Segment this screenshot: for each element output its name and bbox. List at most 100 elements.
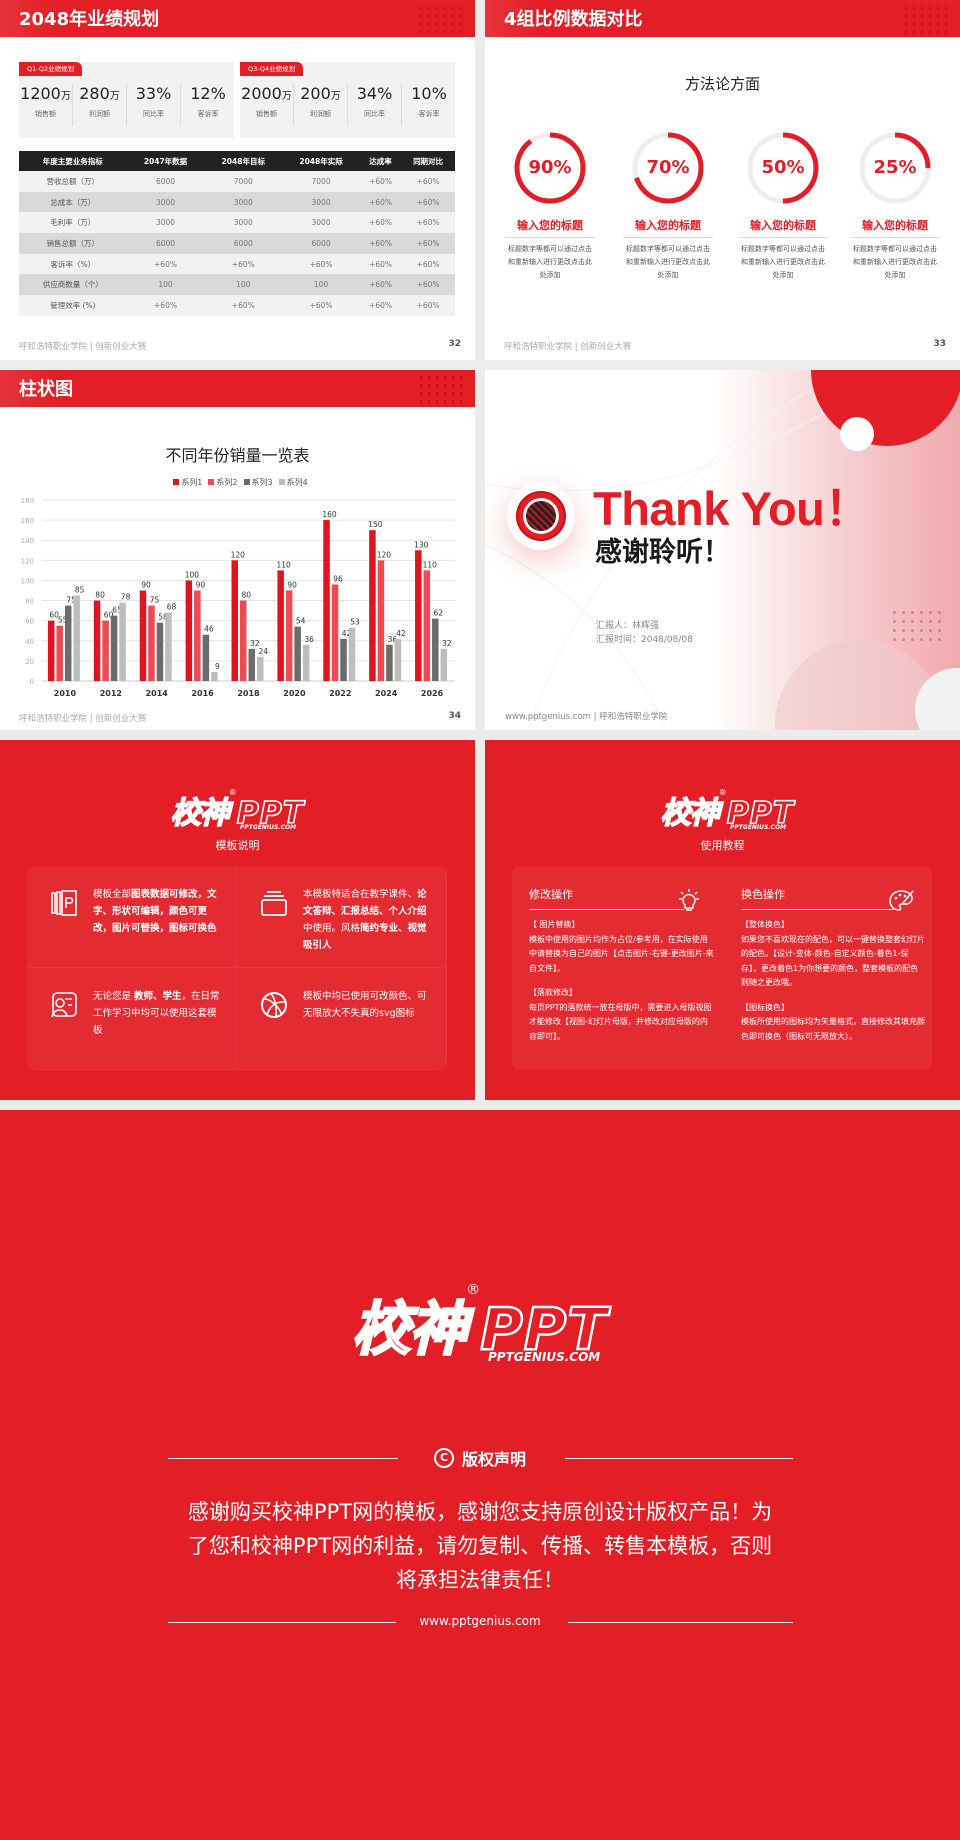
table-cell: 100 [126, 274, 205, 296]
bar [423, 570, 431, 681]
table-cell: +60% [401, 274, 455, 296]
bar [340, 638, 347, 681]
percent-label: 90% [528, 157, 572, 178]
column-heading: 修改操作 [529, 888, 573, 901]
kpi-item: 200万 利润额 [294, 84, 348, 126]
text: 无论您是 [93, 991, 135, 1002]
y-tick-label: 80 [25, 598, 34, 606]
bar [240, 600, 247, 681]
kpi-item: 10% 客诉率 [402, 84, 456, 126]
data-label: 53 [350, 618, 360, 627]
block-text: 如果您不喜欢现在的配色，可以一键替换整套幻灯片的配色。【设计-变体-颜色-自定义… [741, 934, 925, 988]
text: ，在日常工作学习中均可以使用这套模板 [93, 991, 220, 1036]
item-title: 输入您的标题 [623, 217, 713, 238]
y-tick-label: 60 [25, 618, 34, 626]
data-label: 42 [342, 629, 352, 638]
kpi-value: 10% [402, 84, 456, 103]
table-cell: 总成本（万） [19, 191, 127, 213]
y-tick-label: 180 [21, 497, 34, 505]
data-label: 120 [377, 550, 392, 559]
y-tick-label: 100 [21, 577, 34, 585]
kpi-unit: 万 [60, 91, 71, 102]
divider [741, 909, 896, 910]
column-header: 2047年数据 [126, 151, 205, 171]
tutorial-column: 修改操作【 图片替换】 模板中使用的图片均作为占位/参考用，在实际使用中请替换为自… [512, 866, 722, 1070]
column-header: 年度主要业务指标 [19, 151, 127, 171]
table-row: 总成本（万） 3000 3000 3000 +60% +60% [19, 191, 455, 213]
table-cell: +60% [401, 191, 455, 213]
kpi-item: 280万 利润额 [73, 84, 127, 126]
table-cell: 7000 [204, 171, 283, 192]
block-text: 模板所使用的图标均为矢量格式，直接修改其填充颜色即可换色（图标可无限放大）。 [741, 1017, 925, 1041]
page-number: 32 [448, 339, 461, 349]
bar [377, 560, 385, 681]
bar [248, 648, 255, 681]
copyright-line: 将承担法律责任！ [396, 1568, 564, 1592]
data-label: 150 [368, 520, 383, 529]
table-cell: +60% [282, 253, 360, 275]
data-label: 46 [204, 625, 214, 634]
table-cell: +60% [359, 253, 402, 275]
block-heading: 【图标换色】 [741, 1002, 789, 1012]
info-text: 模板中均已使用可改颜色、可无限放大不失真的svg图标 [303, 988, 431, 1022]
data-label: 80 [95, 591, 105, 600]
y-tick-label: 160 [21, 517, 34, 525]
copyright-line: 了您和校神PPT网的利益，请勿复制、传播、转售本模板，否则 [187, 1534, 773, 1558]
lightbulb-icon [676, 888, 702, 914]
bold-text: 简约专业、视觉吸引人 [303, 923, 427, 951]
slide-header: 4组比例数据对比 [485, 0, 960, 37]
table-cell: 客诉率（%） [19, 253, 127, 275]
data-label: 60 [49, 611, 59, 620]
table-row: 毛利率（万） 3000 3000 3000 +60% +60% [19, 212, 455, 234]
kpi-tag: Q3-Q4业绩规划 [240, 62, 304, 76]
kpi-item: 1200万 销售额 [19, 84, 73, 126]
bar [47, 620, 55, 681]
progress-arc [859, 132, 931, 204]
table-cell: +60% [401, 212, 455, 234]
footer-text: 呼和浩特职业学院 | 创新创业大赛 [504, 342, 632, 352]
table-cell: 6000 [204, 233, 283, 254]
bar [432, 618, 439, 681]
table-cell: 毛利率（万） [19, 212, 127, 234]
legend-label: 系列3 [251, 478, 273, 487]
item-description: 标题数字等都可以通过点击和重新输入进行更改点击此处添加 [626, 245, 710, 279]
data-label: 75 [150, 596, 160, 605]
website-url[interactable]: www.pptgenius.com [419, 1614, 541, 1628]
section-subtitle: 使用教程 [700, 839, 745, 852]
bar [302, 644, 310, 681]
bar [56, 625, 63, 681]
data-label: 58 [158, 613, 168, 622]
bar [73, 595, 80, 681]
block-heading: 【整体换色】 [741, 920, 789, 929]
copyright-icon: C [433, 1448, 454, 1468]
bar [331, 584, 339, 681]
kpi-card: Q1-Q2业绩规划 1200万 销售额 280万 利润额 33% 同比率 12% 客诉率 [19, 62, 234, 138]
page-number: 33 [933, 339, 946, 349]
table-cell: +60% [204, 295, 283, 316]
item-description: 标题数字等都可以通过点击和重新输入进行更改点击此处添加 [508, 245, 592, 279]
ball-icon [259, 990, 289, 1020]
table-cell: 6000 [126, 171, 205, 192]
table-cell: 100 [204, 274, 283, 296]
bold-text: 论文答辩、汇报总结、个人介绍 [303, 889, 427, 917]
window-icon [259, 888, 289, 918]
kpi-value: 2000万 [240, 84, 293, 103]
footer-text: 呼和浩特职业学院 | 创新创业大赛 [19, 342, 147, 352]
x-tick-label: 2026 [421, 689, 444, 698]
data-label: 62 [434, 609, 444, 618]
table-cell: 管理效率 (%) [19, 295, 127, 316]
table-cell: +60% [401, 295, 455, 316]
bar [211, 671, 218, 681]
data-label: 110 [423, 560, 438, 569]
bar [165, 612, 172, 681]
bar [185, 580, 193, 681]
data-label: 120 [231, 550, 246, 559]
column-body: 【 图片替换】 模板中使用的图片均作为占位/参考用，在实际使用中请替换为自己的图片… [529, 918, 714, 1044]
bar [139, 590, 147, 681]
footer-text: 呼和浩特职业学院 | 创新创业大赛 [19, 714, 147, 724]
column-header: 2048年实际 [282, 151, 360, 171]
tutorial-panel: 修改操作【 图片替换】 模板中使用的图片均作为占位/参考用，在实际使用中请替换为自… [512, 866, 932, 1070]
table-cell: 3000 [126, 191, 205, 213]
bar [440, 648, 448, 681]
column-header: 2048年目标 [204, 151, 283, 171]
